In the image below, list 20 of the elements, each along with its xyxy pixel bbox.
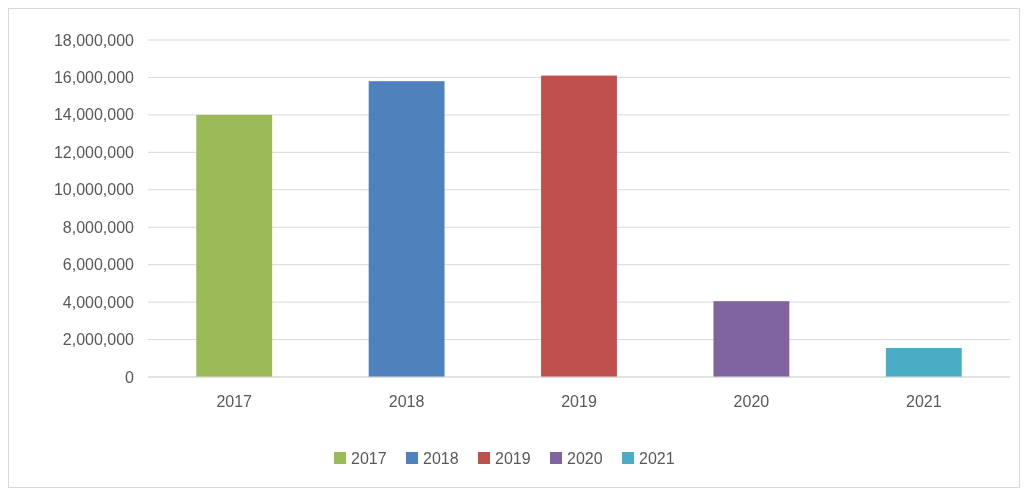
x-tick-label: 2019: [561, 393, 597, 410]
x-tick-label: 2018: [388, 393, 425, 410]
y-tick-label: 14,000,000: [53, 106, 135, 124]
y-tick-label: 2,000,000: [62, 331, 135, 349]
legend-label: 2021: [639, 449, 675, 467]
x-tick-label: 2021: [906, 393, 942, 410]
legend-label: 2018: [423, 449, 459, 467]
y-tick-label: 16,000,000: [53, 69, 135, 87]
y-tick-label: 18,000,000: [53, 31, 135, 49]
x-tick-label: 2020: [733, 393, 770, 410]
legend-label: 2019: [495, 449, 531, 467]
y-tick-label: 12,000,000: [53, 143, 135, 161]
y-tick-label: 0: [125, 368, 135, 386]
y-tick-label: 8,000,000: [62, 218, 135, 236]
y-tick-label: 6,000,000: [62, 256, 135, 274]
y-tick-label: 4,000,000: [62, 293, 135, 311]
legend-label: 2020: [567, 449, 603, 467]
x-tick-label: 2017: [216, 393, 253, 410]
y-tick-label: 10,000,000: [53, 181, 135, 199]
legend-label: 2017: [351, 449, 387, 467]
